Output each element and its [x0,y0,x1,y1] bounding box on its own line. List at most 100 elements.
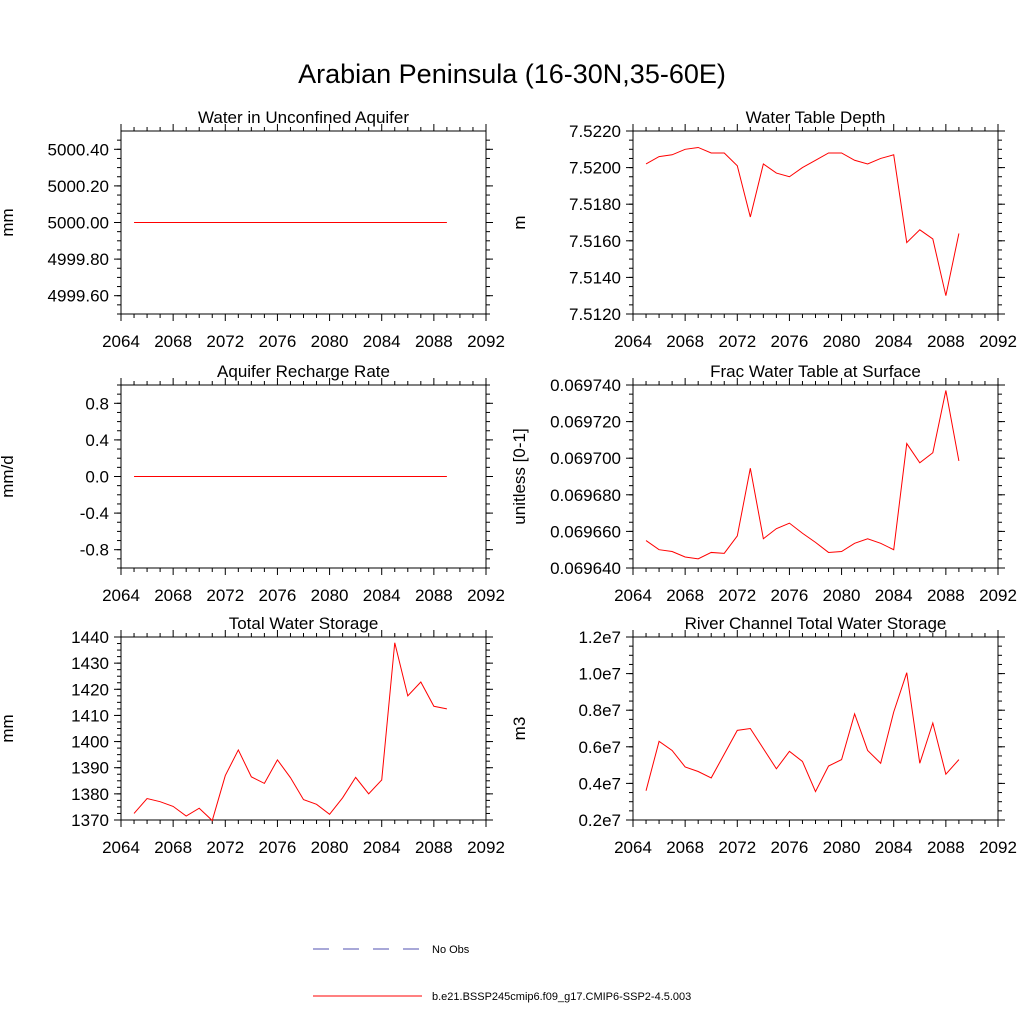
y-tick-label: 0.069640 [550,559,621,578]
x-tick-label: 2064 [102,332,140,351]
y-axis-label: m [510,215,529,229]
y-tick-label: 1430 [71,654,109,673]
y-tick-label: 7.5120 [569,305,621,324]
x-tick-label: 2064 [102,586,140,605]
series-line-model [645,146,960,296]
x-tick-label: 2080 [311,586,349,605]
x-tick-label: 2064 [614,838,652,857]
x-tick-label: 2092 [979,332,1017,351]
y-tick-label: 1420 [71,680,109,699]
panel-1: Water in Unconfined Aquifer mm 2064 2068 207… [0,108,505,351]
x-tick-label: 2088 [927,586,965,605]
figure-title: Arabian Peninsula (16-30N,35-60E) [298,59,726,89]
y-tick-label: 1440 [71,628,109,647]
x-tick-label: 2080 [311,332,349,351]
y-tick-label: 7.5140 [569,268,621,287]
panel-title: Water Table Depth [746,108,886,127]
x-tick-label: 2064 [614,586,652,605]
panel-title: Water in Unconfined Aquifer [198,108,409,127]
x-tick-label: 2068 [666,332,704,351]
y-tick-label: 5000.00 [48,214,109,233]
y-tick-label: 7.5200 [569,159,621,178]
legend-obs-label: No Obs [432,944,470,956]
x-tick-label: 2092 [467,838,505,857]
x-tick-label: 2088 [927,332,965,351]
y-axis-label: mm/d [0,455,17,498]
x-tick-label: 2084 [363,332,401,351]
x-tick-label: 2068 [154,838,192,857]
y-tick-label: 0.8e7 [578,701,621,720]
x-tick-label: 2084 [363,586,401,605]
panel-title: River Channel Total Water Storage [685,614,947,633]
y-tick-label: 0.069700 [550,449,621,468]
x-tick-label: 2076 [259,838,297,857]
x-tick-label: 2088 [927,838,965,857]
plot-frame [632,384,999,569]
y-tick-label: -0.8 [80,541,109,560]
panels: Water in Unconfined Aquifer mm 2064 2068 207… [0,108,1017,857]
y-tick-label: 0.8 [85,394,109,413]
series-line-model [645,390,960,560]
y-tick-label: 1390 [71,759,109,778]
x-tick-label: 2088 [415,838,453,857]
x-tick-label: 2072 [206,586,244,605]
panel-title: Aquifer Recharge Rate [217,362,390,381]
x-tick-label: 2080 [311,838,349,857]
y-tick-label: 0.069660 [550,522,621,541]
x-tick-label: 2072 [206,332,244,351]
y-tick-label: 4999.60 [48,287,109,306]
series-line-model [133,642,447,822]
y-tick-label: 1370 [71,811,109,830]
x-tick-label: 2088 [415,586,453,605]
x-tick-label: 2092 [979,838,1017,857]
x-tick-label: 2080 [823,586,861,605]
y-tick-label: 1.0e7 [578,665,621,684]
x-tick-label: 2084 [875,332,913,351]
x-tick-label: 2064 [102,838,140,857]
panel-5: Total Water Storage mm 2064 2068 2072 2076 208… [0,614,505,857]
x-tick-label: 2076 [771,586,809,605]
x-tick-label: 2068 [666,838,704,857]
y-axis-label: unitless [0-1] [510,428,529,524]
y-tick-label: 7.5180 [569,195,621,214]
panel-2: Water Table Depth m 2064 2068 2072 2076 2080 20… [510,108,1017,351]
x-tick-label: 2076 [771,838,809,857]
x-tick-label: 2084 [875,586,913,605]
x-tick-label: 2072 [718,586,756,605]
x-tick-label: 2084 [363,838,401,857]
y-axis-label: mm [0,714,17,742]
y-tick-label: 0.4 [85,431,109,450]
x-tick-label: 2068 [154,586,192,605]
panel-3: Aquifer Recharge Rate mm/d 2064 2068 2072 207… [0,362,505,605]
y-tick-label: 0.6e7 [578,738,621,757]
panel-4: Frac Water Table at Surface unitless [0-1… [510,362,1017,605]
x-tick-label: 2088 [415,332,453,351]
legend: No Obs b.e21.BSSP245cmip6.f09_g17.CMIP6-… [313,944,691,1003]
y-tick-label: 1410 [71,706,109,725]
y-tick-label: 0.4e7 [578,774,621,793]
x-tick-label: 2076 [259,332,297,351]
x-tick-label: 2076 [771,332,809,351]
x-tick-label: 2068 [666,586,704,605]
panel-6: River Channel Total Water Storage m3 2064 2… [510,614,1017,857]
series-line-model [645,672,960,793]
x-tick-label: 2080 [823,838,861,857]
x-tick-label: 2068 [154,332,192,351]
y-tick-label: 4999.80 [48,250,109,269]
y-tick-label: -0.4 [80,504,109,523]
plot-frame [120,636,487,821]
y-tick-label: 0.069680 [550,486,621,505]
y-tick-label: 0.069720 [550,413,621,432]
legend-model-label: b.e21.BSSP245cmip6.f09_g17.CMIP6-SSP2-4.… [432,991,691,1003]
y-tick-label: 1400 [71,733,109,752]
x-tick-label: 2076 [259,586,297,605]
y-tick-label: 5000.40 [48,140,109,159]
y-tick-label: 0.069740 [550,376,621,395]
y-tick-label: 7.5160 [569,232,621,251]
x-tick-label: 2092 [467,332,505,351]
y-tick-label: 0.2e7 [578,811,621,830]
x-tick-label: 2072 [718,838,756,857]
x-tick-label: 2072 [206,838,244,857]
x-tick-label: 2080 [823,332,861,351]
